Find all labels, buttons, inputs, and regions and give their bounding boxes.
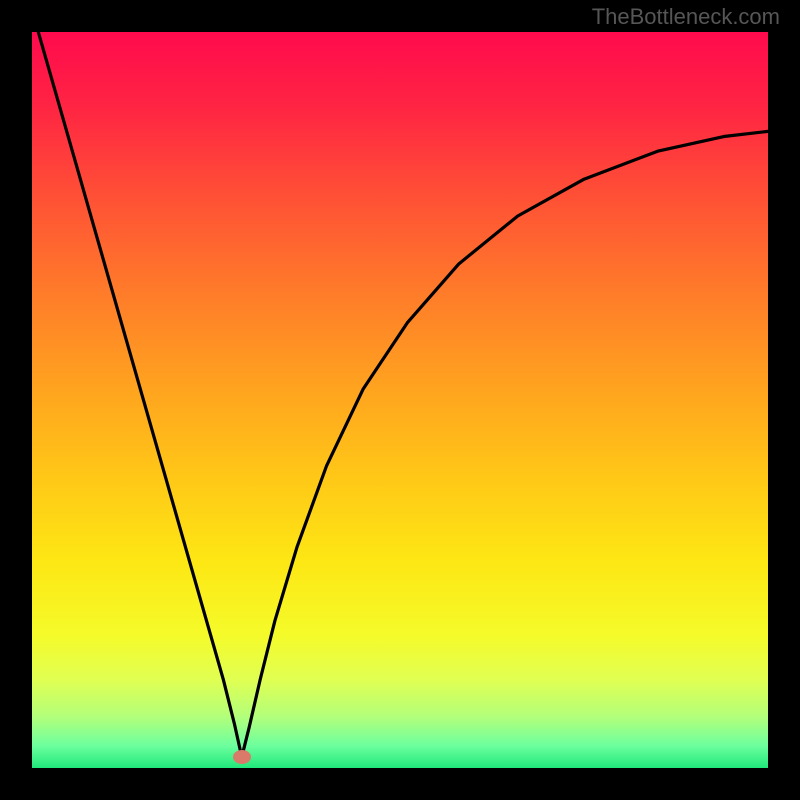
watermark-text: TheBottleneck.com [592, 4, 780, 30]
bottleneck-curve [32, 32, 768, 768]
minimum-marker [233, 750, 251, 764]
chart-container: TheBottleneck.com [0, 0, 800, 800]
plot-area [32, 32, 768, 768]
